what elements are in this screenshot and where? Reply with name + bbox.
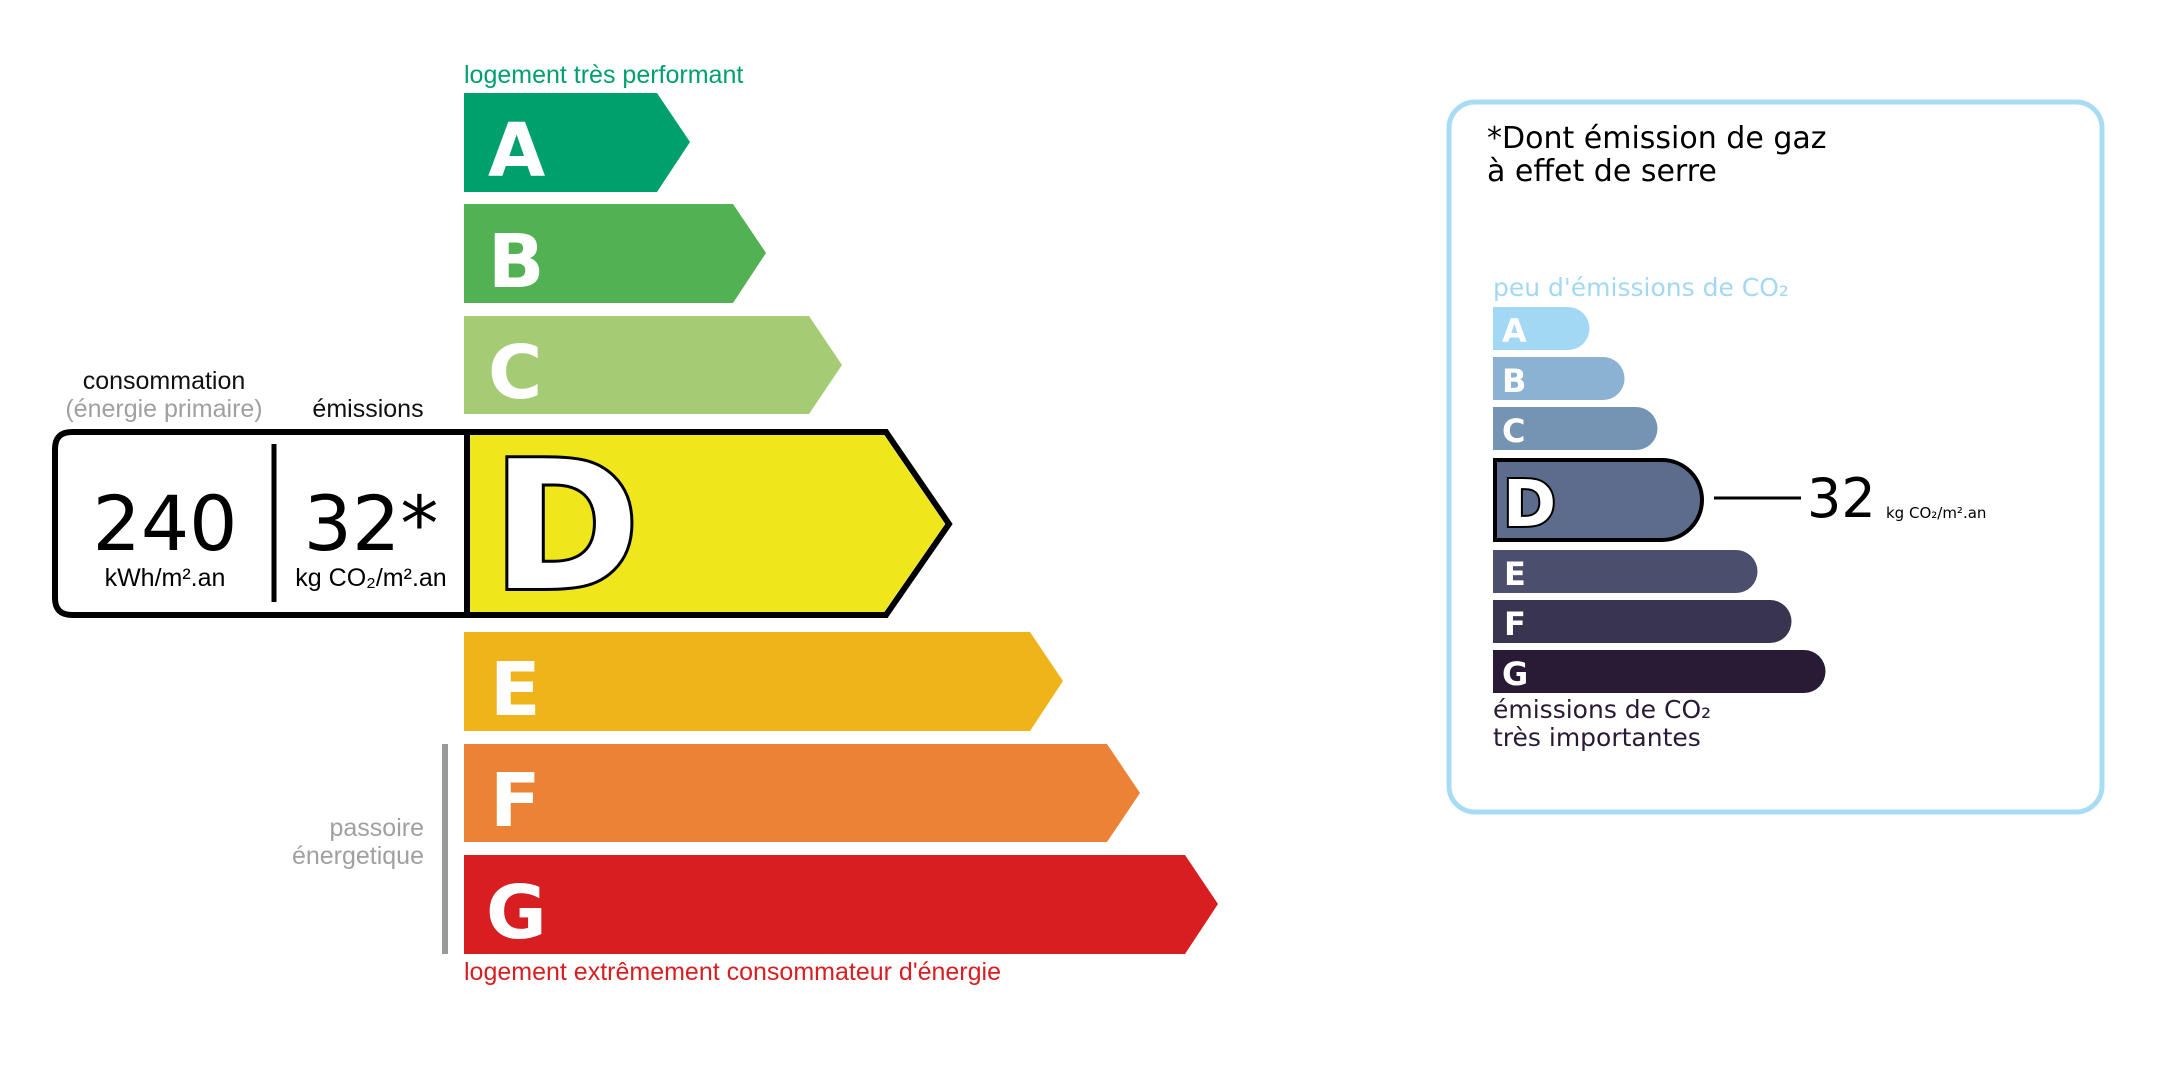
energy-top-label: logement très performant (464, 61, 744, 89)
ges-bar-g (1493, 650, 1826, 693)
energy-letter-a: A (488, 108, 545, 194)
ges-letter-d: D (1503, 468, 1556, 542)
energy-letter-d: D (492, 423, 640, 630)
consumption-sub-label: (énergie primaire) (65, 395, 263, 423)
emissions-value: 32* (303, 479, 439, 568)
ges-top-label: peu d'émissions de CO₂ (1493, 273, 1789, 302)
consumption-label: consommation (82, 367, 246, 395)
ges-bottom-line1: émissions de CO₂ (1493, 695, 1712, 724)
passoire-label-line1: passoire (329, 814, 425, 842)
ges-bar-b (1493, 357, 1625, 400)
consumption-unit: kWh/m².an (104, 564, 226, 592)
ges-value: 32 (1807, 467, 1876, 530)
energy-bar-f (464, 744, 1140, 842)
ges-bottom-line2: très importantes (1493, 723, 1701, 752)
consumption-value: 240 (92, 479, 238, 568)
ges-letter-f: F (1504, 605, 1526, 643)
ges-bar-e (1493, 550, 1758, 593)
energy-bar-c (464, 316, 842, 414)
passoire-label-line2: énergetique (291, 842, 424, 870)
ges-letter-c: C (1502, 412, 1525, 450)
energy-bar-d (467, 435, 945, 612)
energy-bar-e (464, 632, 1063, 731)
energy-letter-f: F (490, 758, 541, 844)
ges-title-line2: à effet de serre (1487, 154, 1717, 189)
energy-letter-g: G (486, 870, 547, 956)
energy-letter-b: B (488, 219, 544, 305)
energy-bottom-label: logement extrêmement consommateur d'éner… (464, 958, 1001, 986)
ges-unit: kg CO₂/m².an (1886, 504, 1987, 522)
energy-bar-g (464, 855, 1218, 954)
ges-letter-a: A (1502, 312, 1527, 350)
ges-bar-f (1493, 600, 1792, 643)
ges-bar-a (1493, 307, 1590, 350)
ges-title-line1: *Dont émission de gaz (1487, 121, 1827, 156)
ges-letter-g: G (1502, 655, 1528, 693)
energy-bar-b (464, 204, 766, 303)
ges-letter-e: E (1504, 555, 1526, 593)
emissions-label: émissions (312, 395, 424, 423)
energy-letter-e: E (490, 647, 541, 733)
emissions-unit: kg CO₂/m².an (295, 564, 447, 592)
energy-letter-c: C (488, 330, 542, 416)
ges-bar-c (1493, 407, 1658, 450)
ges-letter-b: B (1502, 362, 1526, 400)
ges-bar-d (1493, 458, 1704, 542)
energy-bar-a (464, 93, 690, 192)
